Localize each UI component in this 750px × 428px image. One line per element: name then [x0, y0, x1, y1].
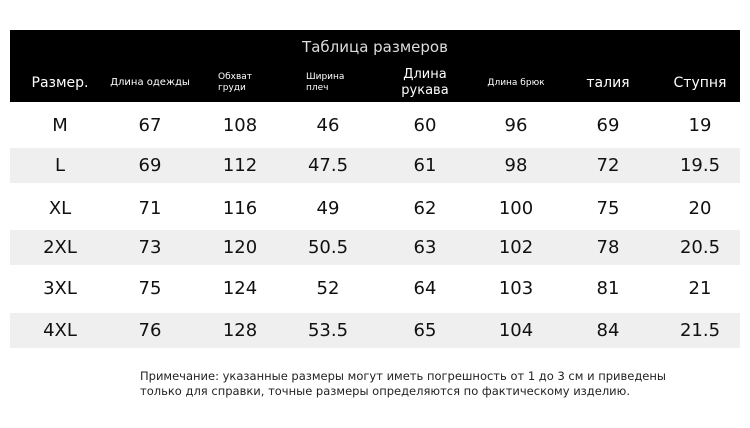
table-cell: 73 — [138, 237, 162, 258]
table-cell: 76 — [138, 320, 162, 341]
table-cell: L — [54, 155, 66, 176]
table-cell: 84 — [596, 320, 620, 341]
table-cell: 71 — [138, 198, 162, 219]
table-cell: 81 — [596, 278, 620, 299]
note: Примечание: указанные размеры могут имет… — [140, 369, 666, 399]
table-cell: 116 — [222, 198, 258, 219]
table-cell: 20.5 — [679, 237, 721, 258]
table-cell: M — [52, 115, 68, 136]
table-row: XL 71 116 49 62 100 75 20 — [10, 191, 740, 226]
header-cell: Длина брюк — [487, 77, 545, 88]
table-cell: 4XL — [43, 320, 77, 341]
table-cell: 120 — [222, 237, 258, 258]
table-cell: 69 — [138, 155, 162, 176]
table-cell: 75 — [138, 278, 162, 299]
table-cell: 72 — [596, 155, 620, 176]
note-line: только для справки, точные размеры опред… — [140, 384, 630, 398]
table-cell: 49 — [316, 198, 340, 219]
table-cell: 61 — [413, 155, 437, 176]
table-cell: 67 — [138, 115, 162, 136]
table-title: Таблица размеров — [10, 30, 740, 64]
header-cell: талия — [586, 74, 630, 91]
header-cell: Размер. — [31, 74, 89, 91]
table-cell: 128 — [222, 320, 258, 341]
table-cell: 64 — [413, 278, 437, 299]
table-cell: 69 — [596, 115, 620, 136]
table-cell: 124 — [222, 278, 258, 299]
table-cell: 75 — [596, 198, 620, 219]
table-cell: 21 — [688, 278, 712, 299]
header-cell: Длина одежды — [110, 77, 190, 88]
table-cell: 21.5 — [679, 320, 721, 341]
table-cell: 47.5 — [307, 155, 349, 176]
table-cell: 63 — [413, 237, 437, 258]
table-cell: 104 — [498, 320, 534, 341]
header-row: Размер. Длина одежды Обхват груди Ширина пл… — [10, 64, 740, 102]
table-cell: 19 — [688, 115, 712, 136]
table-cell: 100 — [498, 198, 534, 219]
table-cell: 62 — [413, 198, 437, 219]
note-line: Примечание: указанные размеры могут имет… — [140, 369, 666, 383]
table-cell: 103 — [498, 278, 534, 299]
table-row: 3XL 75 124 52 64 103 81 21 — [10, 271, 740, 306]
table-cell: 52 — [316, 278, 340, 299]
table-cell: 53.5 — [307, 320, 349, 341]
table-row: 2XL 73 120 50.5 63 102 78 20.5 — [10, 230, 740, 265]
table-cell: 102 — [498, 237, 534, 258]
table-cell: 108 — [222, 115, 258, 136]
table-row: M 67 108 46 60 96 69 19 — [10, 108, 740, 143]
table-cell: 96 — [504, 115, 528, 136]
table-cell: 65 — [413, 320, 437, 341]
table-row: L 69 112 47.5 61 98 72 19.5 — [10, 148, 740, 183]
table-cell: 60 — [413, 115, 437, 136]
table-cell: 112 — [222, 155, 258, 176]
header-cell: Обхват груди — [218, 72, 253, 93]
header-cell: Длина рукава — [401, 67, 449, 98]
table-cell: 78 — [596, 237, 620, 258]
table-cell: 2XL — [43, 237, 77, 258]
table-cell: 19.5 — [679, 155, 721, 176]
table-row: 4XL 76 128 53.5 65 104 84 21.5 — [10, 313, 740, 348]
table-cell: 3XL — [43, 278, 77, 299]
header-cell: Ширина плеч — [306, 72, 345, 93]
table-cell: 98 — [504, 155, 528, 176]
table-cell: 46 — [316, 115, 340, 136]
table-cell: 20 — [688, 198, 712, 219]
header-cell: Ступня — [673, 74, 727, 91]
table-cell: XL — [48, 198, 72, 219]
table-cell: 50.5 — [307, 237, 349, 258]
